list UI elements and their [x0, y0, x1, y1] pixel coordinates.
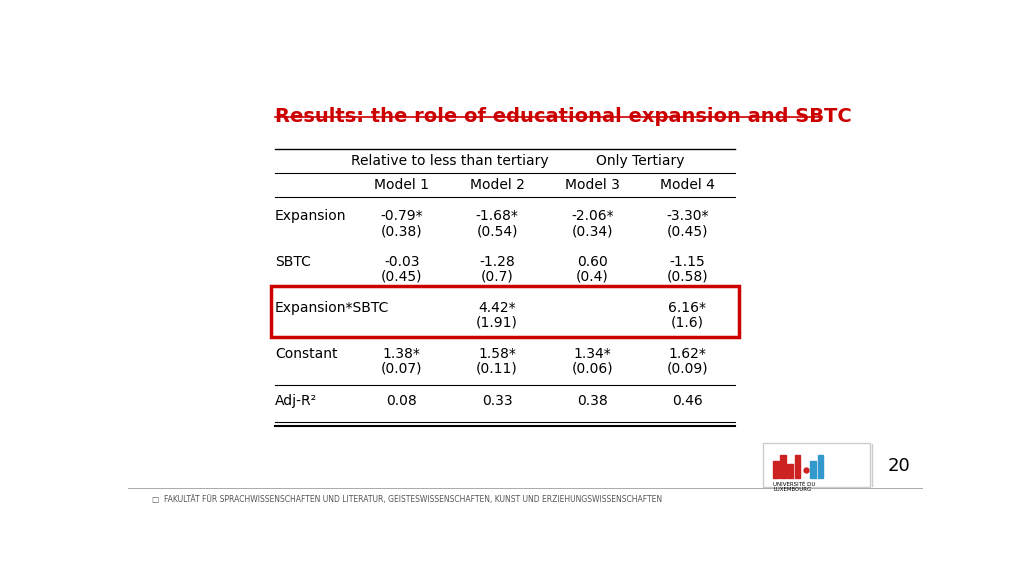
Text: 1.34*: 1.34*: [573, 347, 611, 361]
Text: (0.09): (0.09): [667, 362, 709, 376]
Text: SBTC: SBTC: [274, 255, 310, 269]
Bar: [817, 455, 823, 478]
Text: -0.03: -0.03: [384, 255, 420, 269]
Text: Expansion: Expansion: [274, 209, 346, 223]
Text: -1.28: -1.28: [479, 255, 515, 269]
Text: (0.58): (0.58): [667, 270, 709, 284]
Bar: [773, 461, 778, 478]
Bar: [811, 461, 816, 478]
Text: -1.15: -1.15: [670, 255, 706, 269]
Text: Model 2: Model 2: [470, 178, 524, 192]
Text: Expansion*SBTC: Expansion*SBTC: [274, 301, 389, 314]
Text: Relative to less than tertiary: Relative to less than tertiary: [350, 154, 548, 168]
Text: (0.06): (0.06): [571, 362, 613, 376]
Text: 1.62*: 1.62*: [669, 347, 707, 361]
Bar: [780, 455, 785, 478]
Text: (0.7): (0.7): [480, 270, 513, 284]
Text: 0.46: 0.46: [672, 394, 702, 408]
Text: -2.06*: -2.06*: [571, 209, 613, 223]
Text: (0.4): (0.4): [575, 270, 608, 284]
Text: Model 3: Model 3: [565, 178, 620, 192]
Text: Results: the role of educational expansion and SBTC: Results: the role of educational expansi…: [274, 107, 852, 126]
Text: 20: 20: [888, 457, 910, 475]
Text: 0.60: 0.60: [577, 255, 607, 269]
Text: Constant: Constant: [274, 347, 337, 361]
Text: Only Tertiary: Only Tertiary: [596, 154, 684, 168]
Text: -0.79*: -0.79*: [381, 209, 423, 223]
Text: □  FAKULTÄT FÜR SPRACHWISSENSCHAFTEN UND LITERATUR, GEISTESWISSENSCHAFTEN, KUNST: □ FAKULTÄT FÜR SPRACHWISSENSCHAFTEN UND …: [152, 495, 662, 504]
Text: (0.54): (0.54): [476, 224, 518, 238]
Text: (0.34): (0.34): [571, 224, 613, 238]
FancyBboxPatch shape: [763, 442, 870, 487]
Text: 1.58*: 1.58*: [478, 347, 516, 361]
Text: Model 1: Model 1: [375, 178, 429, 192]
Text: Adj-R²: Adj-R²: [274, 394, 317, 408]
Text: (0.45): (0.45): [667, 224, 709, 238]
Text: -1.68*: -1.68*: [475, 209, 518, 223]
Text: (0.11): (0.11): [476, 362, 518, 376]
Text: Model 4: Model 4: [660, 178, 715, 192]
Bar: [787, 464, 793, 478]
Text: (0.45): (0.45): [381, 270, 423, 284]
Text: UNIVERSITÉ DU
LUXEMBOURG: UNIVERSITÉ DU LUXEMBOURG: [773, 482, 815, 492]
Text: (1.6): (1.6): [671, 316, 703, 330]
Text: 4.42*: 4.42*: [478, 301, 516, 314]
Text: 0.08: 0.08: [386, 394, 417, 408]
Text: 6.16*: 6.16*: [669, 301, 707, 314]
Text: 1.38*: 1.38*: [383, 347, 421, 361]
Text: 0.33: 0.33: [481, 394, 512, 408]
Text: 0.38: 0.38: [577, 394, 607, 408]
Text: (0.07): (0.07): [381, 362, 423, 376]
Text: (0.38): (0.38): [381, 224, 423, 238]
Text: (1.91): (1.91): [476, 316, 518, 330]
Bar: [795, 455, 800, 478]
Text: -3.30*: -3.30*: [667, 209, 709, 223]
